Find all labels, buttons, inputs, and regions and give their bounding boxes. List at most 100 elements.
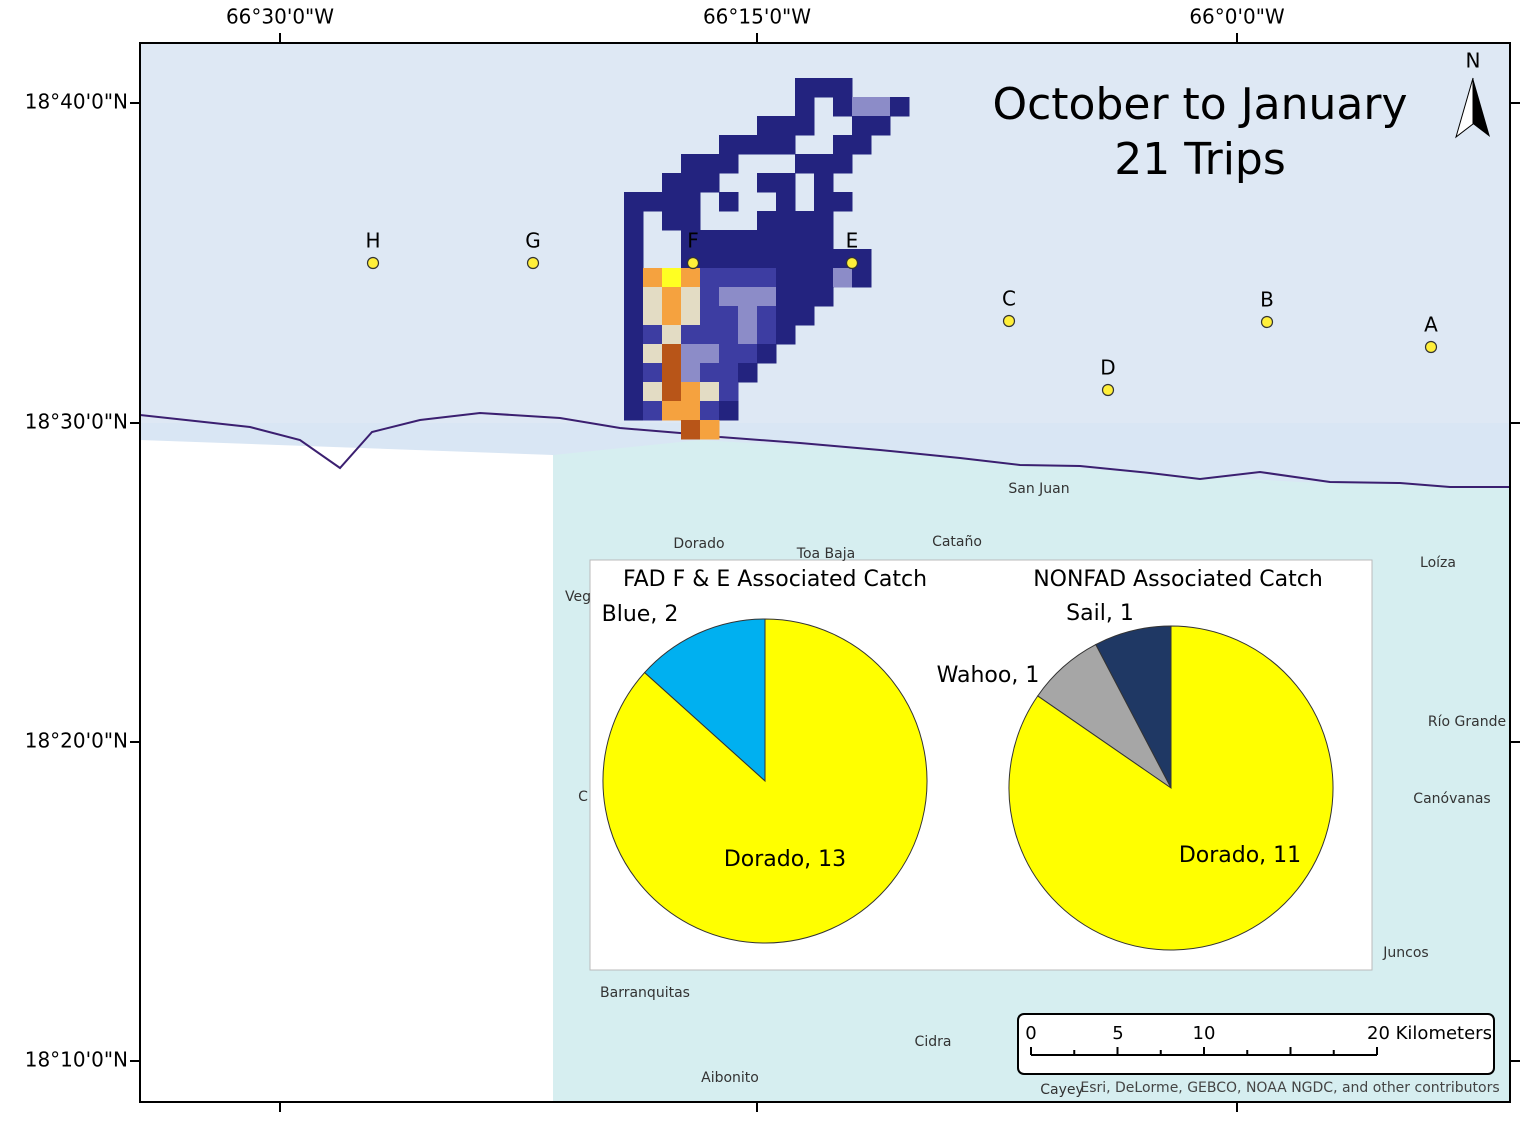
- heat-cell: [624, 344, 644, 364]
- heat-cell: [643, 401, 663, 421]
- heat-cell: [662, 325, 682, 345]
- heat-cell: [681, 401, 701, 421]
- heat-cell: [624, 287, 644, 307]
- heat-cell: [776, 325, 796, 345]
- heat-cell: [833, 97, 853, 117]
- heat-cell: [624, 382, 644, 402]
- heat-cell: [643, 344, 663, 364]
- heat-cell: [700, 325, 720, 345]
- heat-cell: [738, 344, 758, 364]
- heat-cell: [795, 230, 815, 250]
- heat-cell: [662, 306, 682, 326]
- longitude-label: 66°15'0"W: [703, 5, 811, 29]
- heat-cell: [624, 363, 644, 383]
- longitude-label: 66°0'0"W: [1189, 5, 1285, 29]
- heat-cell: [795, 154, 815, 174]
- latitude-label: 18°30'0"N: [25, 410, 128, 434]
- heat-cell: [890, 97, 910, 117]
- heat-cell: [700, 344, 720, 364]
- heat-cell: [814, 211, 834, 231]
- heat-cell: [776, 116, 796, 136]
- heat-cell: [738, 363, 758, 383]
- heat-cell: [643, 192, 663, 212]
- no-data-area: [140, 440, 553, 1102]
- heat-cell: [833, 154, 853, 174]
- fad-label: H: [365, 229, 380, 253]
- heat-cell: [814, 173, 834, 193]
- heat-cell: [700, 268, 720, 288]
- heat-cell: [700, 382, 720, 402]
- heat-cell: [738, 287, 758, 307]
- heat-cell: [757, 268, 777, 288]
- fad-point: [845, 256, 859, 270]
- heat-cell: [852, 268, 872, 288]
- heat-cell: [795, 97, 815, 117]
- heat-cell: [700, 420, 720, 440]
- heat-cell: [719, 344, 739, 364]
- attribution: Esri, DeLorme, GEBCO, NOAA NGDC, and oth…: [1080, 1080, 1499, 1096]
- heat-cell: [719, 154, 739, 174]
- heat-cell: [757, 135, 777, 155]
- heat-cell: [833, 78, 853, 98]
- fad-label: G: [525, 229, 541, 253]
- place-label: Cataño: [932, 534, 982, 550]
- heat-cell: [719, 306, 739, 326]
- heat-cell: [700, 230, 720, 250]
- heat-cell: [681, 363, 701, 383]
- heat-cell: [814, 230, 834, 250]
- heat-cell: [624, 401, 644, 421]
- latitude-label: 18°20'0"N: [25, 729, 128, 753]
- heat-cell: [681, 382, 701, 402]
- place-label: Cayey: [1040, 1082, 1084, 1098]
- heat-cell: [795, 287, 815, 307]
- heat-cell: [624, 192, 644, 212]
- heat-cell: [719, 325, 739, 345]
- heat-cell: [719, 135, 739, 155]
- scale-label: 0: [1025, 1023, 1036, 1044]
- fad-label: B: [1260, 288, 1274, 312]
- heat-cell: [681, 344, 701, 364]
- heat-cell: [700, 306, 720, 326]
- fad-point: [526, 256, 540, 270]
- place-label: Barranquitas: [600, 985, 690, 1001]
- coastline: [140, 411, 1510, 488]
- north-label: N: [1466, 49, 1481, 73]
- heat-cell: [662, 192, 682, 212]
- heat-cell: [643, 287, 663, 307]
- heat-cell: [700, 249, 720, 269]
- heat-cell: [624, 325, 644, 345]
- heat-cell: [776, 173, 796, 193]
- place-label: Veg: [565, 589, 591, 605]
- place-label: San Juan: [1008, 481, 1069, 497]
- heat-cell: [624, 306, 644, 326]
- scale-label: 20 Kilometers: [1367, 1023, 1492, 1044]
- heat-cell: [643, 325, 663, 345]
- heat-cell: [871, 97, 891, 117]
- heat-cell: [757, 344, 777, 364]
- heat-cell: [776, 211, 796, 231]
- fad-point: [366, 256, 380, 270]
- heat-cell: [757, 325, 777, 345]
- fad-label: F: [687, 229, 699, 253]
- fad-point: [1002, 314, 1016, 328]
- heat-cell: [681, 325, 701, 345]
- heat-cell: [833, 135, 853, 155]
- place-label: C: [578, 789, 588, 805]
- heat-cell: [814, 192, 834, 212]
- map-title: October to January: [992, 79, 1407, 130]
- fad-point: [1101, 383, 1115, 397]
- scale-label: 10: [1193, 1023, 1216, 1044]
- heat-cell: [757, 230, 777, 250]
- heat-cell: [643, 363, 663, 383]
- heat-cell: [776, 135, 796, 155]
- heat-cell: [757, 116, 777, 136]
- place-label: Loíza: [1420, 555, 1456, 571]
- heat-cell: [738, 230, 758, 250]
- heat-cell: [795, 249, 815, 269]
- heatmap: [624, 78, 910, 440]
- north-arrow: [1455, 77, 1474, 139]
- heat-cell: [719, 363, 739, 383]
- slice-label: Dorado, 13: [724, 847, 846, 872]
- heat-cell: [795, 211, 815, 231]
